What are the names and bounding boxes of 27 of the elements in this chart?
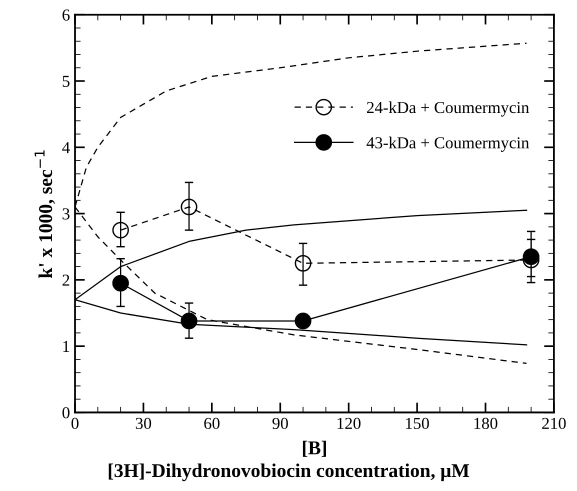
x-tick-label: 30 (136, 418, 152, 430)
y-tick-label: 6 (62, 9, 70, 21)
point (112, 222, 129, 238)
text: [3H]-Dihydronovobiocin concentration, μM (108, 463, 470, 482)
legend-label: 24-kDa + Coumermycin (367, 101, 530, 117)
legend-label: 43-kDa + Coumermycin (366, 136, 530, 152)
point (522, 248, 540, 266)
y-tick-label: 4 (62, 142, 70, 154)
point (112, 274, 129, 292)
x-tick-label: 0 (71, 418, 79, 430)
point (294, 312, 312, 330)
y-tick-label: 1 (63, 340, 70, 352)
x-axis-title: [B] (302, 440, 326, 457)
x-tick-label: 150 (406, 418, 429, 430)
y-tick-label: 3 (62, 208, 70, 220)
y-tick-label: 0 (62, 407, 70, 418)
y-axis-title: k' x 1000, sec$^{−1}$ (34, 150, 55, 278)
x-tick-label: 120 (338, 418, 361, 430)
x-tick-label: 90 (272, 418, 288, 430)
point (180, 198, 198, 216)
point (294, 254, 312, 272)
x-tick-label: 60 (204, 418, 220, 430)
x-tick-label: 180 (474, 418, 498, 430)
y-tick-label: 5 (62, 76, 70, 87)
point (180, 312, 198, 330)
x-tick-label: 210 (542, 418, 566, 430)
y-tick-label: 2 (62, 274, 70, 286)
